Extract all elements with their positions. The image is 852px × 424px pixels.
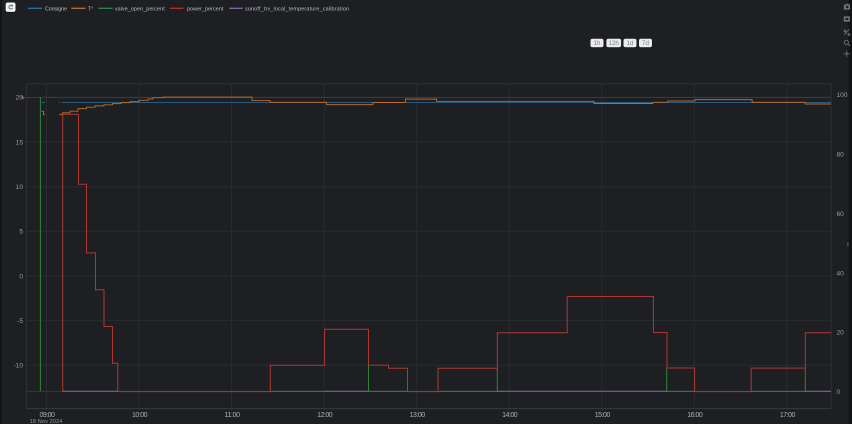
svg-text:16:00: 16:00 [687,412,703,419]
svg-text:60: 60 [837,211,845,218]
svg-text:20: 20 [16,95,24,102]
svg-text:15:00: 15:00 [595,412,611,419]
svg-text:sonoff_trv_local_temperature_c: sonoff_trv_local_temperature_calibration [245,6,349,12]
svg-text:0: 0 [19,273,23,280]
svg-text:power_percent: power_percent [187,6,224,12]
svg-text:80: 80 [837,152,845,159]
svg-text:10:00: 10:00 [132,412,148,419]
svg-text:T°: T° [88,6,93,12]
svg-text:5: 5 [19,229,23,236]
svg-text:1h: 1h [594,40,601,47]
svg-text:09:00: 09:00 [39,412,55,419]
svg-text:-5: -5 [17,318,23,325]
svg-text:100: 100 [837,92,848,99]
svg-text:12h: 12h [609,40,620,47]
svg-text:1d: 1d [627,40,634,47]
svg-text:Consigne: Consigne [45,6,67,12]
svg-text:0: 0 [837,389,841,396]
svg-text:valve_open_percent: valve_open_percent [115,6,165,12]
svg-text:11:00: 11:00 [225,412,241,419]
svg-text:12:00: 12:00 [317,412,333,419]
svg-text:14:00: 14:00 [502,412,518,419]
svg-text:40: 40 [837,270,845,277]
svg-text:-10: -10 [13,363,23,370]
svg-text:10: 10 [16,184,24,191]
svg-text:20: 20 [837,330,845,337]
svg-text:17:00: 17:00 [780,412,796,419]
svg-text:15: 15 [16,139,24,146]
svg-text:7d: 7d [642,40,649,47]
svg-text:18 Nov 2024: 18 Nov 2024 [30,419,63,424]
svg-text:13:00: 13:00 [410,412,426,419]
